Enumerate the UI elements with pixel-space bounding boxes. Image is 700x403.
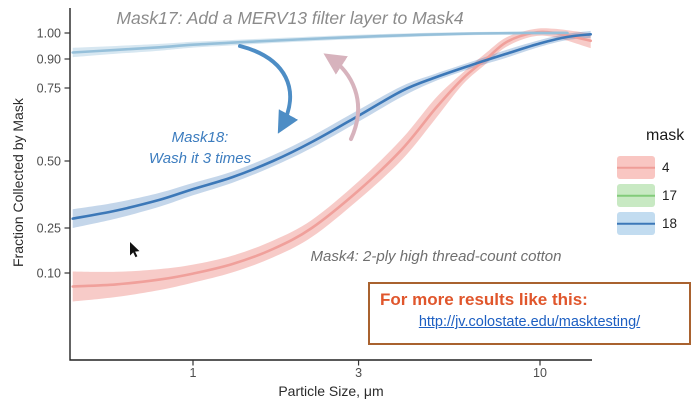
y-tick-label: 0.10	[37, 266, 61, 280]
x-axis-title: Particle Size, μm	[278, 383, 384, 399]
x-tick-label: 1	[190, 366, 197, 380]
legend-key-line-mask4	[617, 166, 655, 169]
y-tick-label: 0.75	[37, 81, 61, 95]
y-axis-title: Fraction Collected by Mask	[10, 98, 26, 267]
x-tick-label: 3	[355, 366, 362, 380]
legend-label-mask17: 17	[662, 188, 678, 203]
x-tick-label: 10	[533, 366, 547, 380]
y-tick-label: 0.50	[37, 154, 61, 168]
annotation-mask18-line1: Mask18:	[171, 129, 229, 146]
legend-item-mask18: 18	[617, 211, 700, 236]
legend-key-swatch-mask4	[617, 156, 655, 179]
legend-item-mask17: 17	[617, 183, 700, 208]
legend-label-mask4: 4	[662, 160, 670, 175]
legend-title: mask	[646, 127, 685, 144]
axes: 1 3 10 0.10 0.25 0.50 0.75 0.90 1.00	[37, 8, 592, 380]
annotation-mask18-line2: Wash it 3 times	[148, 150, 252, 167]
legend-key-line-mask17	[617, 194, 655, 197]
chart-legend: mask 4 17 18	[612, 127, 700, 239]
y-tick-label: 1.00	[37, 26, 61, 40]
masktesting-link[interactable]: http://jv.colostate.edu/masktesting/	[418, 314, 641, 330]
annotation-mask18: Mask18: Wash it 3 times	[114, 127, 286, 169]
promo-headline: For more results like this:	[380, 290, 588, 309]
annotation-mask17: Mask17: Add a MERV13 filter layer to Mas…	[116, 8, 464, 28]
legend-key-line-mask18	[617, 222, 655, 225]
promo-box: For more results like this: http://jv.co…	[368, 282, 691, 345]
legend-key-swatch-mask17	[617, 184, 655, 207]
annotation-mask4: Mask4: 2-ply high thread-count cotton	[310, 248, 562, 265]
series-4-ribbon	[72, 28, 591, 302]
axis-lines	[69, 8, 592, 361]
series-4-line	[71, 30, 592, 288]
y-tick-label: 0.25	[37, 221, 61, 235]
legend-item-mask4: 4	[617, 155, 700, 180]
series-17-line	[71, 31, 569, 54]
y-tick-label: 0.90	[37, 52, 61, 66]
legend-key-swatch-mask18	[617, 212, 655, 235]
legend-label-mask18: 18	[662, 216, 678, 231]
